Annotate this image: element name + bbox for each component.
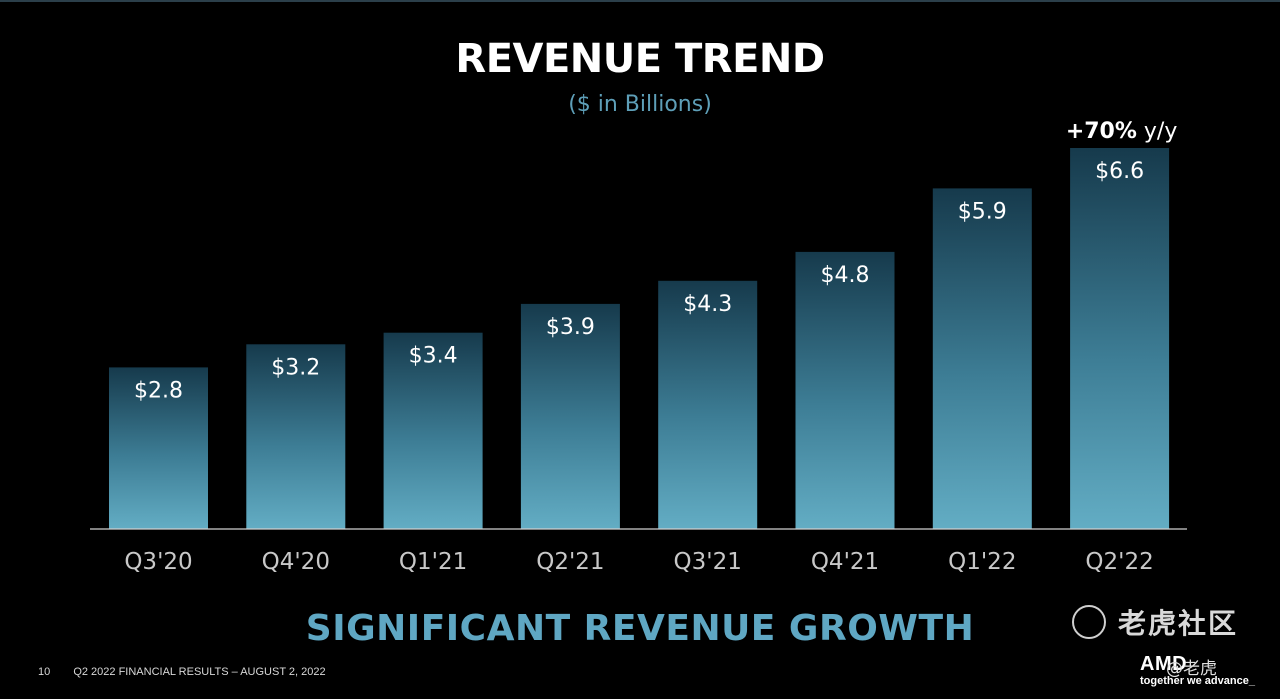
chart-subtitle: ($ in Billions) [568, 92, 712, 117]
bar-q3-21 [658, 280, 758, 529]
growth-annotation-percent: +70% [1066, 119, 1137, 144]
tick-label-q4-20: Q4'20 [262, 549, 330, 575]
amd-logo: AMD together we advance_ [1140, 654, 1270, 688]
tick-label-q3-20: Q3'20 [124, 549, 192, 575]
value-label-q4-21: $4.8 [821, 263, 870, 288]
growth-annotation: +70% y/y [1066, 119, 1178, 144]
bar-q2-22 [1070, 148, 1170, 529]
footer: 10 Q2 2022 FINANCIAL RESULTS – AUGUST 2,… [38, 666, 326, 678]
headline-text: SIGNIFICANT REVENUE GROWTH [305, 608, 975, 649]
tick-label-q2-21: Q2'21 [536, 549, 604, 575]
value-label-q4-20: $3.2 [271, 355, 320, 380]
watermark-logo-icon [1072, 605, 1106, 639]
labels-layer: $2.8 Q3'20 $3.2 Q4'20 $3.4 Q1'21 $3.9 Q2'21 $4.3… [124, 119, 1177, 575]
chart-title: REVENUE TREND [455, 36, 825, 82]
watermark: 老虎社区 [1072, 600, 1262, 644]
bars-layer [109, 148, 1170, 529]
bar-q1-21 [383, 332, 483, 529]
bar-q4-21 [795, 251, 895, 529]
value-label-q2-22: $6.6 [1095, 159, 1144, 184]
value-label-q2-21: $3.9 [546, 315, 595, 340]
tick-label-q2-22: Q2'22 [1085, 549, 1153, 575]
top-border-line [0, 0, 1280, 2]
bar-q4-20 [246, 344, 346, 529]
amd-logo-text: AMD [1140, 653, 1188, 675]
bar-q2-21 [520, 303, 620, 529]
tick-label-q1-22: Q1'22 [948, 549, 1016, 575]
value-label-q1-21: $3.4 [409, 344, 458, 369]
amd-tagline: together we advance_ [1140, 675, 1255, 687]
bar-q3-20 [109, 367, 208, 529]
value-label-q3-20: $2.8 [134, 378, 183, 403]
tick-label-q3-21: Q3'21 [674, 549, 742, 575]
value-label-q3-21: $4.3 [683, 292, 732, 317]
page-number: 10 [38, 666, 51, 678]
footer-text: Q2 2022 FINANCIAL RESULTS – AUGUST 2, 20… [73, 666, 326, 678]
tick-label-q4-21: Q4'21 [811, 549, 879, 575]
value-label-q1-22: $5.9 [958, 199, 1007, 224]
tick-label-q1-21: Q1'21 [399, 549, 467, 575]
watermark-small-text: @老虎 [1166, 659, 1217, 679]
watermark-text: 老虎社区 [1118, 607, 1239, 640]
growth-annotation-suffix: y/y [1137, 119, 1177, 144]
bar-q1-22 [932, 188, 1032, 529]
